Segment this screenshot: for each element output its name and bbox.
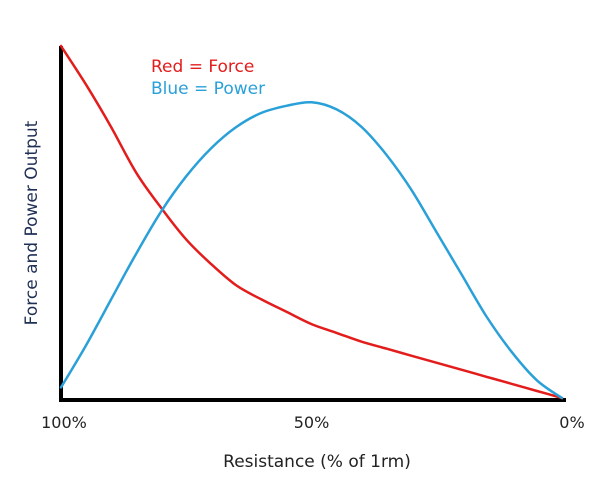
x-tick-label-50: 50% — [294, 413, 330, 432]
x-axis-title: Resistance (% of 1rm) — [223, 452, 411, 472]
force-series-line — [59, 44, 564, 400]
legend-power-label: Blue = Power — [151, 79, 265, 99]
x-tick-label-100: 100% — [41, 413, 87, 432]
y-axis-title: Force and Power Output — [22, 120, 42, 325]
x-tick-label-0: 0% — [559, 413, 584, 432]
power-series-line — [59, 100, 564, 400]
legend-force-label: Red = Force — [151, 57, 254, 77]
